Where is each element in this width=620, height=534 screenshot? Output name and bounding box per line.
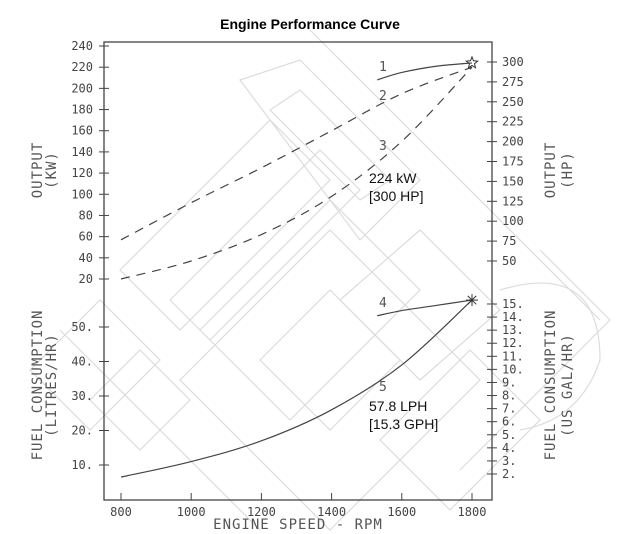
- curve-4: [377, 299, 473, 317]
- x-axis-title: ENGINE SPEED - RPM: [213, 517, 383, 533]
- curve-2-label: 2: [379, 89, 387, 104]
- axes: 800 1000 1200 1400 1600 180024022020018016014…: [71, 39, 523, 519]
- curve-5: [120, 299, 473, 478]
- gph-tick-label: 8.: [502, 389, 516, 403]
- gph-tick-label: 13.: [502, 323, 524, 337]
- left-output-axis-title: OUTPUT: [30, 142, 46, 199]
- fuel-annotation: 57.8 LPH: [369, 398, 427, 414]
- power-annotation-sub: [300 HP]: [369, 188, 423, 204]
- hp-tick-label: 100: [502, 214, 524, 228]
- left-output-axis-unit: (KW): [44, 151, 60, 189]
- hp-tick-label: 225: [502, 115, 524, 129]
- hp-tick-label: 75: [502, 234, 516, 248]
- asterisk-marker-icon: [467, 295, 477, 305]
- curve-2: [120, 66, 473, 241]
- gph-tick-label: 11.: [502, 349, 524, 363]
- curve-3: [120, 66, 473, 280]
- labels: 1 2 3 224 kW [300 HP] 4 5 57.8 LPH [15.3…: [30, 60, 576, 533]
- curve-1: [377, 62, 473, 81]
- x-tick-label: 800: [110, 505, 132, 519]
- left-fuel-axis-unit: (LITRES/HR): [44, 333, 60, 437]
- lph-tick-label: 10.: [71, 458, 93, 472]
- plot-frame: [103, 41, 493, 501]
- kw-tick-label: 20: [79, 272, 93, 286]
- power-annotation: 224 kW: [369, 170, 417, 186]
- fuel-annotation-sub: [15.3 GPH]: [369, 416, 438, 432]
- gph-tick-label: 12.: [502, 336, 524, 350]
- hp-tick-label: 50: [502, 254, 516, 268]
- kw-tick-label: 40: [79, 251, 93, 265]
- x-tick-label: 1600: [387, 505, 416, 519]
- curve-4-label: 4: [379, 296, 387, 311]
- gph-tick-label: 4.: [502, 441, 516, 455]
- kw-tick-label: 240: [71, 39, 93, 53]
- kw-tick-label: 160: [71, 124, 93, 138]
- hp-tick-label: 300: [502, 55, 524, 69]
- gph-tick-label: 3.: [502, 454, 516, 468]
- gph-tick-label: 6.: [502, 415, 516, 429]
- gph-tick-label: 15.: [502, 297, 524, 311]
- right-fuel-axis-unit: (US GAL/HR): [560, 333, 576, 437]
- kw-tick-label: 80: [79, 208, 93, 222]
- x-tick-label: 1000: [177, 505, 206, 519]
- curve-5-label: 5: [379, 380, 387, 395]
- kw-tick-label: 60: [79, 230, 93, 244]
- gph-tick-label: 2.: [502, 467, 516, 481]
- hp-tick-label: 250: [502, 95, 524, 109]
- hp-tick-label: 175: [502, 155, 524, 169]
- kw-tick-label: 140: [71, 145, 93, 159]
- lph-tick-label: 40.: [71, 355, 93, 369]
- lph-tick-label: 20.: [71, 424, 93, 438]
- kw-tick-label: 180: [71, 103, 93, 117]
- right-fuel-axis-title: FUEL CONSUMPTION: [543, 310, 559, 461]
- gph-tick-label: 14.: [502, 310, 524, 324]
- chart-title: Engine Performance Curve: [220, 16, 400, 32]
- star-marker-icon: [465, 55, 479, 69]
- hp-tick-label: 200: [502, 135, 524, 149]
- gph-tick-label: 7.: [502, 402, 516, 416]
- left-fuel-axis-title: FUEL CONSUMPTION: [30, 310, 46, 461]
- x-tick-label: 1200: [247, 505, 276, 519]
- kw-tick-label: 200: [71, 81, 93, 95]
- x-tick-label: 1400: [317, 505, 346, 519]
- lph-tick-label: 50.: [71, 320, 93, 334]
- watermark: [29, 29, 611, 531]
- curve-1-label: 1: [379, 60, 387, 75]
- curve-3-label: 3: [379, 139, 387, 154]
- gph-tick-label: 10.: [502, 362, 524, 376]
- hp-tick-label: 275: [502, 75, 524, 89]
- kw-tick-label: 120: [71, 166, 93, 180]
- right-output-axis-unit: (HP): [560, 151, 576, 189]
- kw-tick-label: 100: [71, 187, 93, 201]
- gph-tick-label: 9.: [502, 375, 516, 389]
- kw-tick-label: 220: [71, 60, 93, 74]
- gph-tick-label: 5.: [502, 428, 516, 442]
- hp-tick-label: 150: [502, 174, 524, 188]
- x-tick-label: 1800: [458, 505, 487, 519]
- lph-tick-label: 30.: [71, 389, 93, 403]
- right-output-axis-title: OUTPUT: [543, 142, 559, 199]
- curves: [120, 55, 479, 478]
- hp-tick-label: 125: [502, 194, 524, 208]
